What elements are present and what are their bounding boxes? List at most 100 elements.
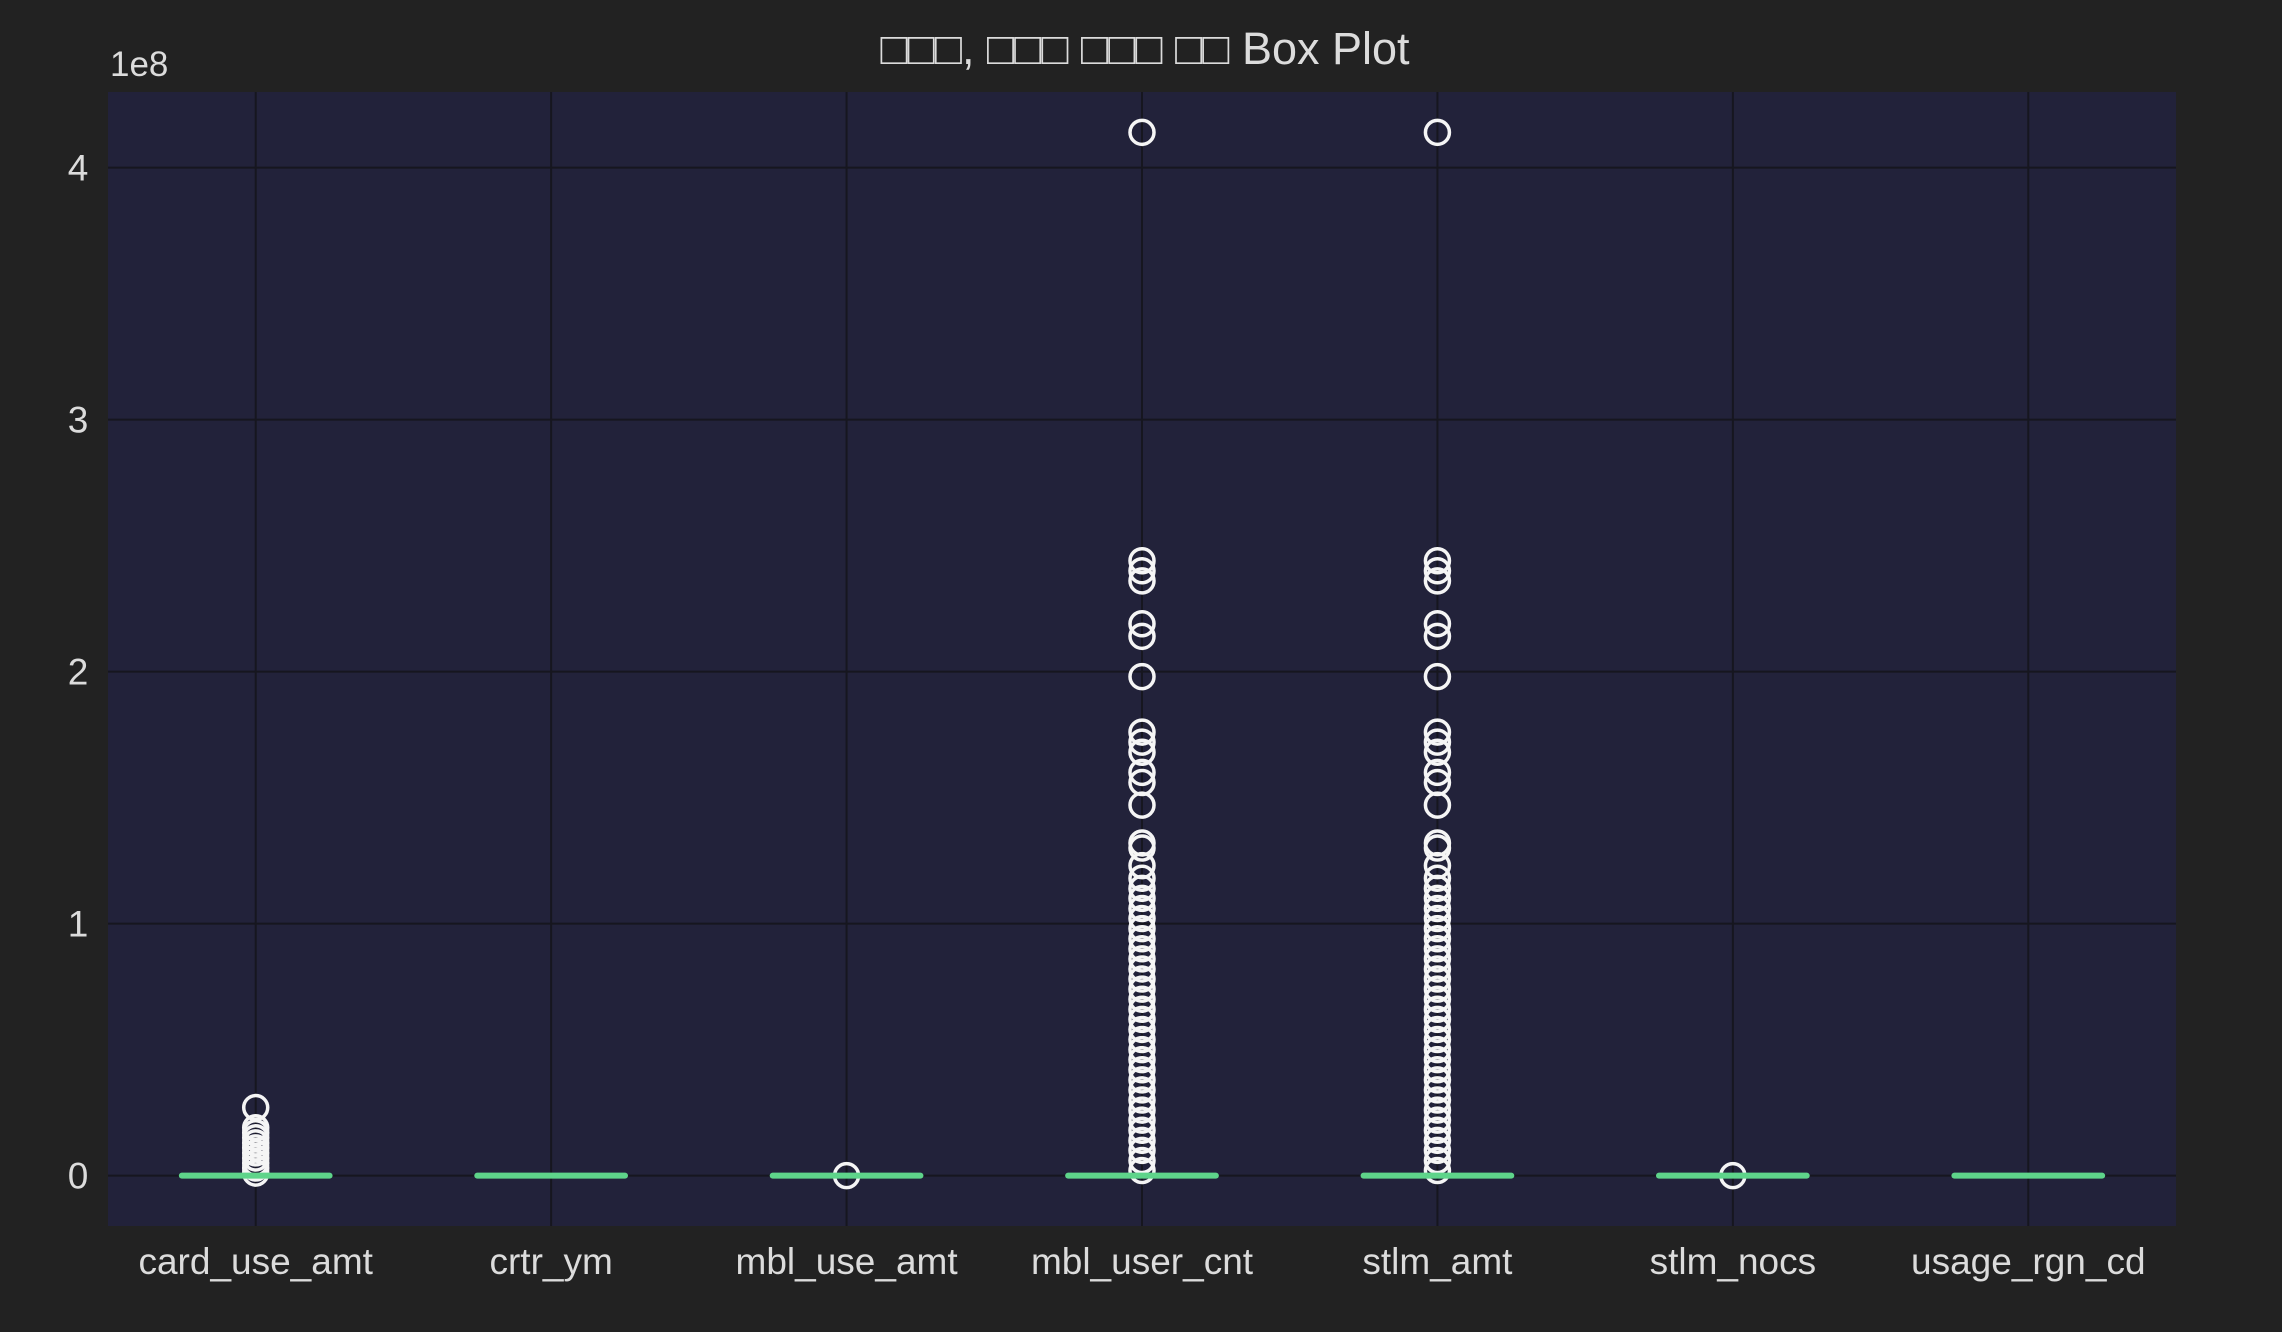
x-tick-label: mbl_use_amt <box>736 1241 959 1282</box>
outlier-point <box>1423 567 1452 595</box>
x-tick-label: stlm_amt <box>1362 1241 1513 1282</box>
outlier-point <box>1128 995 1156 1024</box>
outlier-point <box>1423 935 1452 963</box>
outlier-point <box>1423 924 1452 953</box>
y-offset-label: 1e8 <box>110 45 168 84</box>
outlier-point <box>1128 1146 1156 1175</box>
outlier-point <box>1128 557 1156 585</box>
outlier-point <box>1128 1015 1156 1044</box>
outlier-point <box>1128 935 1156 963</box>
outlier-point <box>1423 622 1452 651</box>
outlier-point <box>1128 1076 1156 1104</box>
tick-layer: 0 1 2 3 4 card_use_amt crtr_ym mbl_use_amt mbl_u… <box>68 148 2146 1282</box>
outlier-point <box>1423 1056 1452 1084</box>
outlier-point <box>1423 758 1452 787</box>
x-tick-label: stlm_nocs <box>1650 1241 1817 1282</box>
outlier-point <box>1423 662 1452 691</box>
x-tick-label: crtr_ym <box>489 1241 612 1282</box>
outlier-point <box>1423 1116 1452 1144</box>
outlier-point <box>1423 609 1452 638</box>
outlier-point <box>1423 1005 1452 1034</box>
outlier-point <box>1423 894 1452 923</box>
outlier-point <box>1423 864 1452 892</box>
outlier-point <box>1423 1025 1452 1054</box>
outlier-point <box>1128 955 1156 983</box>
outlier-point <box>1128 738 1156 766</box>
outlier-point <box>1423 557 1452 585</box>
outlier-point <box>1128 864 1156 892</box>
outlier-point <box>1423 874 1452 903</box>
x-tick-label: usage_rgn_cd <box>1911 1241 2146 1282</box>
outlier-point <box>1423 1076 1452 1104</box>
outlier-point <box>1128 985 1156 1013</box>
outlier-point <box>1423 1015 1452 1044</box>
outlier-point <box>1423 904 1452 933</box>
outlier-point <box>1128 1005 1156 1034</box>
outlier-point <box>1423 1096 1452 1124</box>
outlier-point <box>1128 924 1156 953</box>
outlier-point <box>1128 1025 1156 1054</box>
outlier-point <box>1423 914 1452 943</box>
y-tick-label: 3 <box>68 400 89 441</box>
outlier-point <box>1128 975 1156 1003</box>
outlier-point <box>1423 1136 1452 1165</box>
outlier-layer <box>178 118 2106 1190</box>
outlier-point <box>1423 834 1452 862</box>
outlier-point <box>1128 884 1156 913</box>
outlier-point <box>1423 738 1452 766</box>
outlier-point <box>1128 1045 1156 1074</box>
outlier-point <box>1128 662 1156 691</box>
outlier-point <box>1128 965 1156 993</box>
outlier-point <box>1128 118 1156 147</box>
outlier-point <box>1128 945 1156 973</box>
outlier-point <box>1423 1106 1452 1134</box>
outlier-point <box>1128 1126 1156 1155</box>
x-tick-label: mbl_user_cnt <box>1031 1241 1254 1282</box>
outlier-point <box>1128 1086 1156 1114</box>
outlier-point <box>1423 1126 1452 1155</box>
outlier-point <box>1423 945 1452 973</box>
outlier-point <box>1128 622 1156 651</box>
chart-title: □□□, □□□ □□□ □□ Box Plot <box>880 23 1410 74</box>
outlier-point <box>1128 914 1156 943</box>
outlier-point <box>1423 1066 1452 1094</box>
outlier-point <box>1423 955 1452 983</box>
outlier-point <box>1423 1035 1452 1064</box>
outlier-point <box>1423 718 1452 746</box>
outlier-point <box>1128 718 1156 746</box>
outlier-point <box>1423 985 1452 1013</box>
y-tick-label: 2 <box>68 652 89 693</box>
outlier-point <box>1423 1086 1452 1114</box>
outlier-point <box>1128 894 1156 923</box>
outlier-point <box>1128 546 1156 575</box>
outlier-point <box>1128 1066 1156 1094</box>
outlier-point <box>1423 975 1452 1003</box>
outlier-point <box>1128 758 1156 787</box>
outlier-point <box>1128 1096 1156 1124</box>
outlier-point <box>1128 1136 1156 1165</box>
outlier-point <box>1128 728 1156 756</box>
x-tick-label: card_use_amt <box>138 1241 373 1282</box>
y-tick-label: 0 <box>68 1156 89 1197</box>
outlier-point <box>1423 791 1452 819</box>
y-tick-label: 4 <box>68 148 89 189</box>
outlier-point <box>1423 995 1452 1024</box>
outlier-point <box>1423 884 1452 913</box>
outlier-point <box>1423 1045 1452 1074</box>
outlier-point <box>1128 904 1156 933</box>
outlier-point <box>1423 546 1452 575</box>
y-tick-label: 1 <box>68 904 89 945</box>
outlier-point <box>1423 1146 1452 1175</box>
outlier-point <box>1128 1156 1156 1185</box>
outlier-point <box>1128 1035 1156 1064</box>
outlier-point <box>1128 1116 1156 1144</box>
outlier-point <box>1423 1156 1452 1185</box>
outlier-point <box>1128 609 1156 638</box>
outlier-point <box>1128 1056 1156 1084</box>
outlier-point <box>1128 874 1156 903</box>
outlier-point <box>1128 834 1156 862</box>
outlier-point <box>1423 728 1452 756</box>
outlier-point <box>1423 118 1452 147</box>
outlier-point <box>1128 791 1156 819</box>
